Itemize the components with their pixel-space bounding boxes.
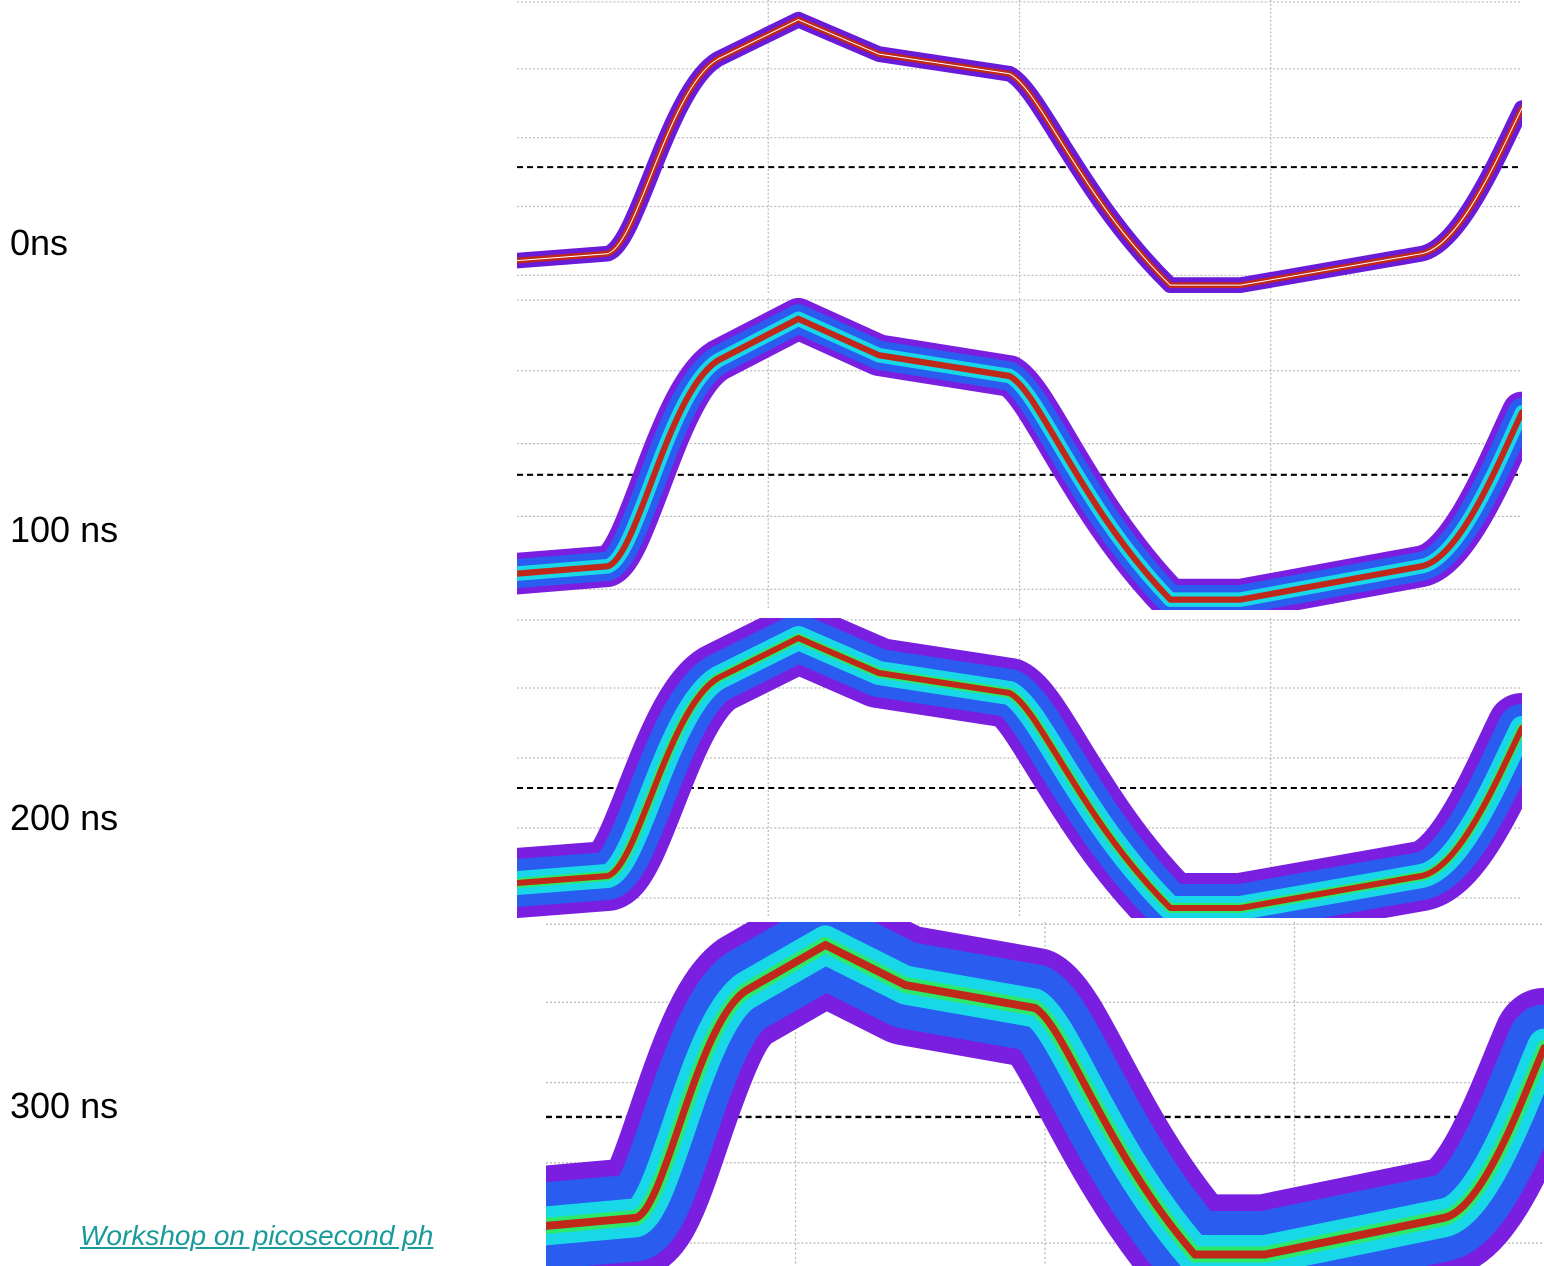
waveform-panel <box>517 0 1522 295</box>
waveform-panel <box>517 618 1522 918</box>
delay-label: 0ns <box>10 225 68 261</box>
delay-label: 300 ns <box>10 1088 118 1124</box>
slide: {"labels": ["0ns", "100 ns", "200 ns", "… <box>0 0 1544 1266</box>
waveform-panel <box>546 922 1544 1266</box>
delay-label: 200 ns <box>10 800 118 836</box>
delay-label: 100 ns <box>10 512 118 548</box>
waveform-panel <box>517 298 1522 610</box>
footer-link[interactable]: Workshop on picosecond ph <box>80 1220 433 1252</box>
